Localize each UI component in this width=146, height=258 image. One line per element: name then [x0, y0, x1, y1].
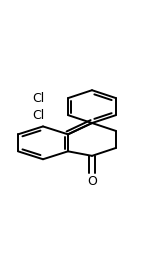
- Text: O: O: [87, 175, 97, 188]
- Text: Cl: Cl: [32, 109, 44, 122]
- Text: Cl: Cl: [32, 92, 44, 105]
